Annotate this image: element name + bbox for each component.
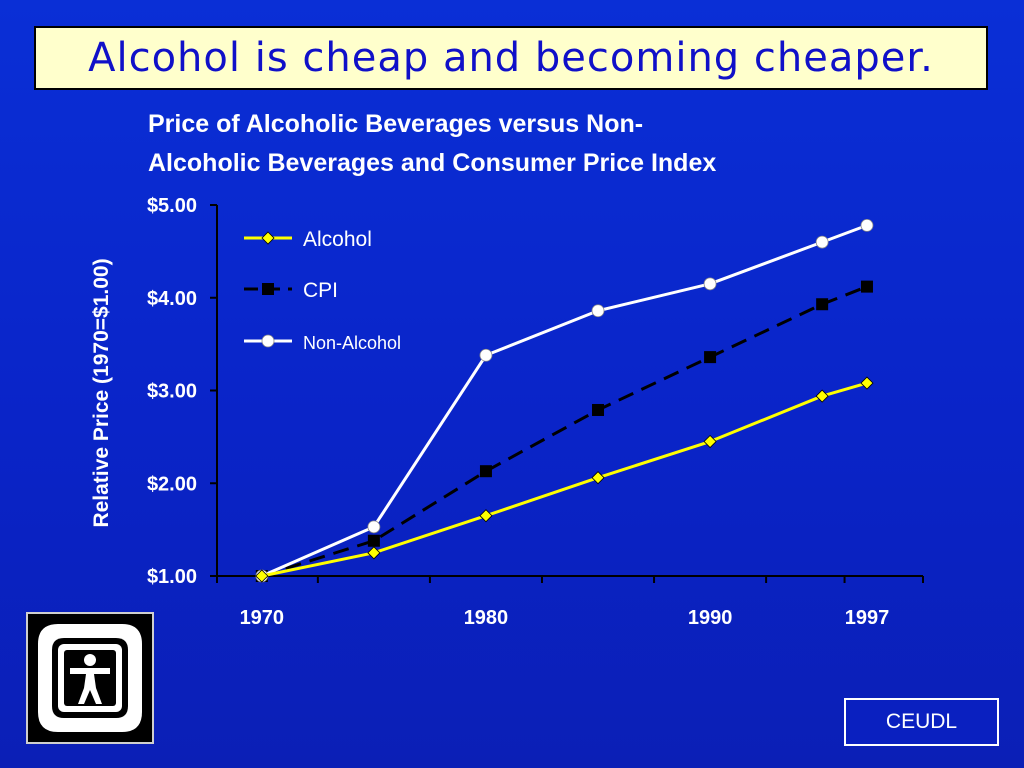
x-tick-label: 1990 bbox=[688, 607, 733, 629]
legend-swatch-marker bbox=[262, 283, 274, 295]
x-tick-label: 1970 bbox=[240, 607, 285, 629]
legend-item-cpi: CPI bbox=[244, 279, 338, 302]
y-tick-label: $1.00 bbox=[147, 566, 197, 588]
data-point-alcohol bbox=[255, 569, 269, 583]
chart-title-line: Price of Alcoholic Beverages versus Non- bbox=[148, 110, 643, 138]
legend-label: CPI bbox=[303, 279, 338, 302]
data-point-cpi bbox=[816, 298, 829, 311]
series-alcohol bbox=[255, 376, 874, 583]
data-point-alcohol bbox=[591, 471, 605, 485]
legend-item-non-alcohol: Non-Alcohol bbox=[244, 333, 401, 353]
legend-swatch-marker bbox=[261, 231, 275, 245]
chart-legend: Alcohol CPI Non-Alcohol bbox=[244, 228, 401, 353]
y-tick-label: $3.00 bbox=[147, 381, 197, 403]
data-point-alcohol bbox=[703, 434, 717, 449]
data-point-non-alcohol bbox=[815, 235, 829, 249]
data-point-cpi bbox=[860, 280, 873, 293]
legend-label: Alcohol bbox=[303, 228, 372, 251]
chart-series bbox=[255, 219, 874, 583]
slide-title-box: Alcohol is cheap and becoming cheaper. bbox=[34, 26, 988, 90]
data-point-alcohol bbox=[815, 389, 829, 403]
data-point-non-alcohol bbox=[479, 348, 493, 362]
data-point-cpi bbox=[704, 351, 717, 364]
series-line-non-alcohol bbox=[261, 223, 868, 578]
legend-label: Non-Alcohol bbox=[303, 333, 401, 353]
footer-label: CEUDL bbox=[885, 710, 958, 733]
y-axis-label: Relative Price (1970=$1.00) bbox=[90, 258, 113, 527]
logo-graphic bbox=[38, 624, 142, 732]
data-point-cpi bbox=[592, 403, 605, 416]
data-point-non-alcohol bbox=[703, 277, 717, 291]
data-point-alcohol bbox=[367, 546, 381, 560]
series-line-cpi bbox=[261, 285, 868, 578]
series-non-alcohol bbox=[255, 219, 874, 583]
y-tick-label: $4.00 bbox=[147, 288, 197, 310]
data-point-cpi bbox=[367, 534, 380, 547]
y-tick-label: $5.00 bbox=[147, 195, 197, 217]
data-point-alcohol bbox=[860, 376, 874, 390]
data-point-non-alcohol bbox=[591, 304, 605, 318]
data-point-cpi bbox=[479, 465, 492, 478]
chart-title: Price of Alcoholic Beverages versus Non-… bbox=[148, 110, 716, 177]
data-point-non-alcohol bbox=[367, 520, 381, 534]
chart-axes: $1.00 $2.00 $3.00 $4.00 $5.00 1970 1980 1990 199… bbox=[147, 195, 924, 629]
x-tick-label: 1980 bbox=[464, 607, 509, 629]
legend-item-alcohol: Alcohol bbox=[244, 228, 372, 251]
legend-swatch-marker bbox=[261, 334, 275, 348]
slide-title: Alcohol is cheap and becoming cheaper. bbox=[88, 35, 934, 81]
person-in-frame-logo bbox=[26, 612, 154, 744]
footer-badge: CEUDL bbox=[844, 698, 999, 746]
series-line-alcohol bbox=[261, 381, 868, 578]
data-point-non-alcohol bbox=[860, 219, 874, 232]
chart-title-line: Alcoholic Beverages and Consumer Price I… bbox=[148, 149, 716, 177]
y-tick-label: $2.00 bbox=[147, 473, 197, 495]
x-tick-label: 1997 bbox=[845, 607, 890, 629]
data-point-alcohol bbox=[479, 509, 493, 523]
